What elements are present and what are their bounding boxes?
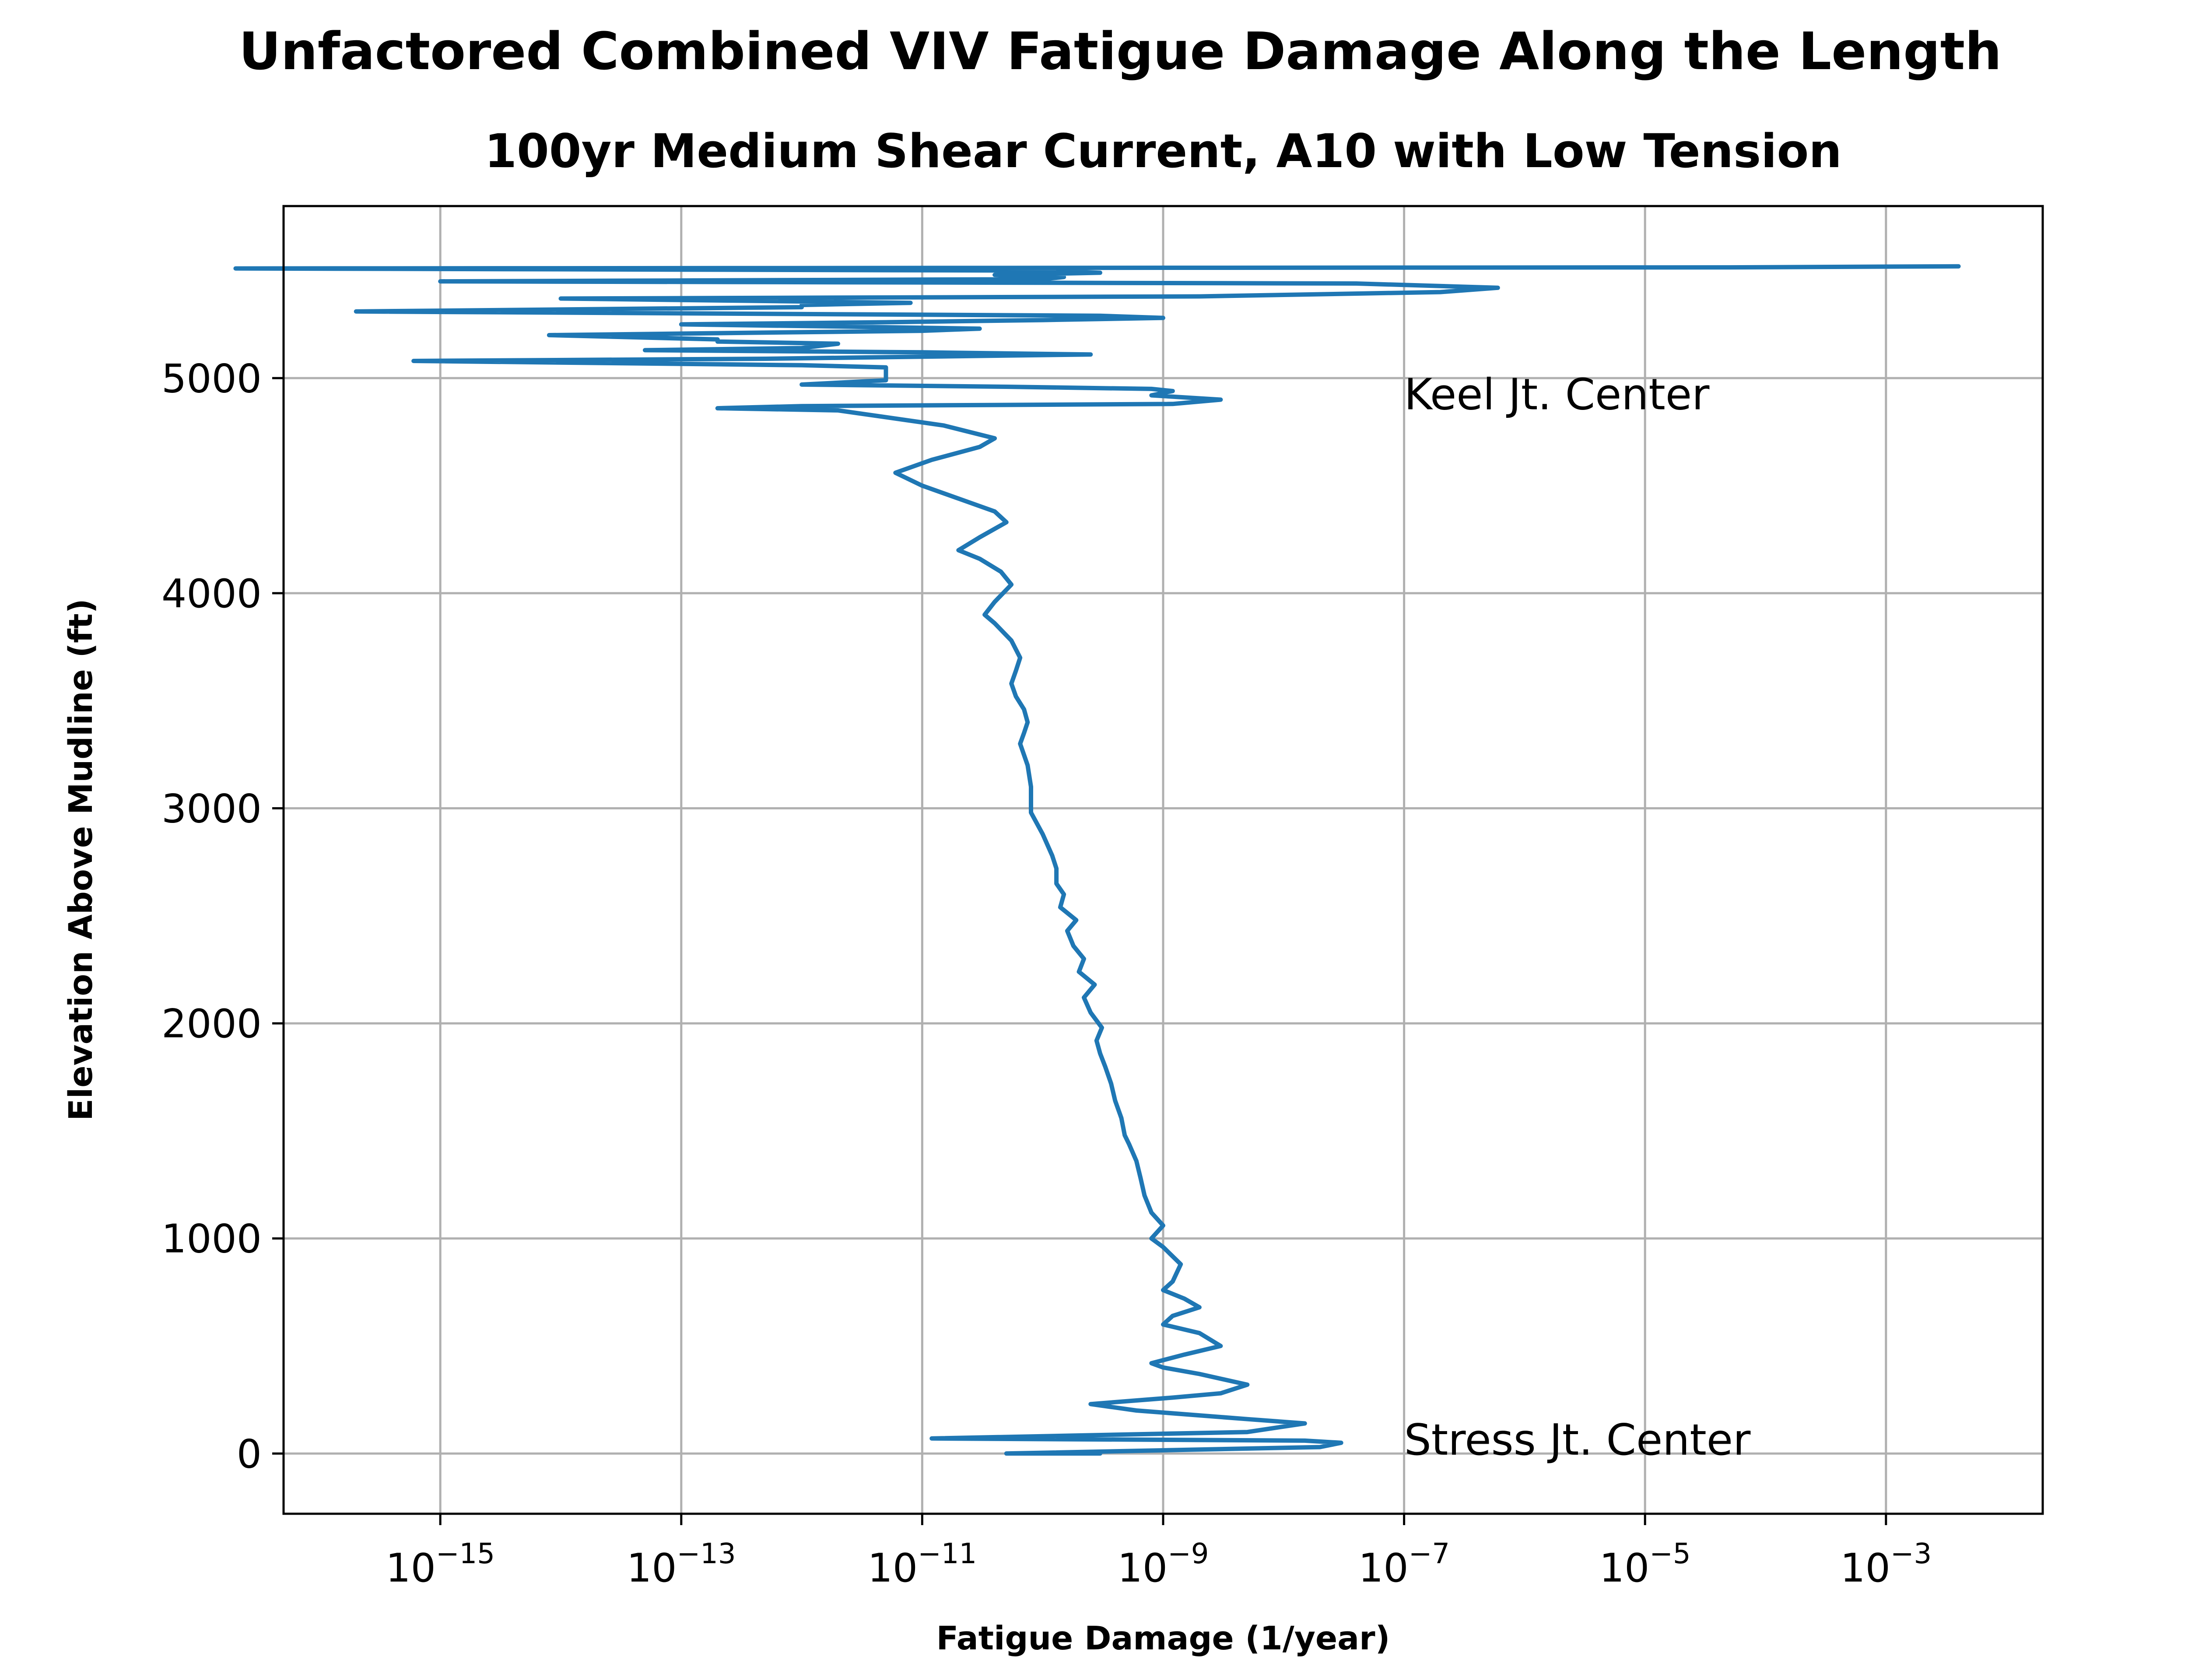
x-tick-label-base: 10 — [1840, 1545, 1890, 1591]
damage-series-line — [233, 264, 1961, 1456]
chart-subtitle: 100yr Medium Shear Current, A10 with Low… — [484, 124, 1842, 178]
x-tick-label-exponent: −9 — [1168, 1538, 1209, 1570]
axis-ticks: 10−15 10−13 10−11 10−9 10−7 10−5 10−3010002000… — [161, 356, 1932, 1591]
y-tick-label: 5000 — [161, 356, 262, 402]
x-tick-label-exponent: −11 — [918, 1538, 977, 1570]
y-tick-label: 0 — [237, 1431, 262, 1477]
x-tick-label-base: 10 — [627, 1545, 677, 1591]
y-axis-label: Elevation Above Mudline (ft) — [62, 598, 100, 1120]
y-tick-label: 3000 — [161, 786, 262, 832]
annotations: Keel Jt. Center Stress Jt. Center — [1404, 370, 1751, 1465]
x-tick-label-exponent: −7 — [1409, 1538, 1450, 1570]
annotation-label: Keel Jt. Center — [1404, 370, 1710, 420]
x-tick-label: 10−15 — [386, 1538, 495, 1591]
x-axis-label: Fatigue Damage (1/year) — [936, 1620, 1390, 1657]
x-tick-label: 10−7 — [1358, 1538, 1450, 1591]
x-tick-label: 10−3 — [1840, 1538, 1932, 1591]
x-tick-label: 10−9 — [1118, 1538, 1209, 1591]
x-tick-label-base: 10 — [1358, 1545, 1409, 1591]
x-tick-label-base: 10 — [386, 1545, 436, 1591]
data-series — [233, 264, 1961, 1456]
chart-title: Unfactored Combined VIV Fatigue Damage A… — [239, 21, 2002, 81]
annotation-label: Stress Jt. Center — [1404, 1415, 1751, 1465]
x-tick-label-exponent: −3 — [1890, 1538, 1932, 1570]
x-tick-label-base: 10 — [868, 1545, 918, 1591]
y-tick-label: 2000 — [161, 1001, 262, 1047]
x-tick-label-exponent: −15 — [436, 1538, 495, 1570]
x-tick-label: 10−13 — [627, 1538, 736, 1591]
x-tick-label-base: 10 — [1118, 1545, 1168, 1591]
x-tick-label: 10−11 — [868, 1538, 977, 1591]
x-tick-label-exponent: −5 — [1649, 1538, 1690, 1570]
y-tick-label: 4000 — [161, 571, 262, 617]
x-tick-label: 10−5 — [1599, 1538, 1691, 1591]
x-tick-label-base: 10 — [1599, 1545, 1650, 1591]
y-tick-label: 1000 — [161, 1216, 262, 1262]
x-tick-label-exponent: −13 — [677, 1538, 736, 1570]
